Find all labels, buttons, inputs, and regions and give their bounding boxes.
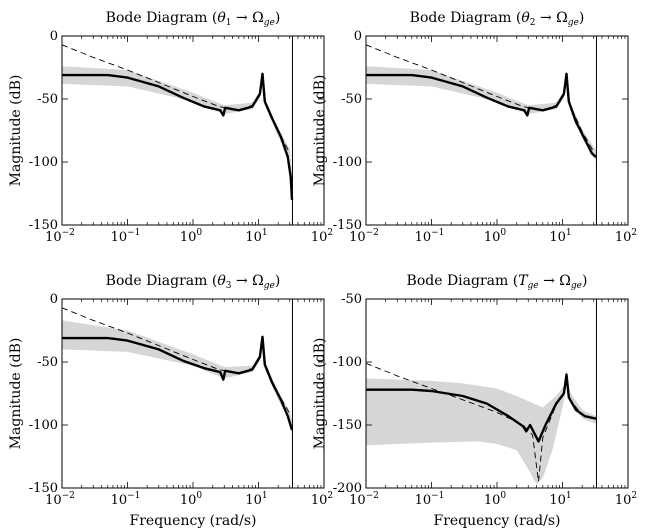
nominal-magnitude-line	[366, 72, 597, 158]
reference-dashed-line	[61, 44, 291, 154]
y-tick-label: -50	[37, 92, 58, 107]
uncertainty-band	[366, 370, 596, 485]
uncertainty-band	[62, 66, 292, 198]
uncertainty-band	[62, 320, 292, 434]
y-axis-label: Magnitude (dB)	[312, 338, 328, 450]
x-tick-label: 10−1	[415, 491, 445, 508]
x-tick-label: 10−1	[415, 228, 445, 245]
x-tick-label: 102	[311, 228, 333, 245]
y-tick-label: -200	[333, 481, 362, 496]
panel-title: Bode Diagram (Tge → Ωge)	[407, 273, 588, 291]
bode-panel-torque: 10−2 10−1 100 101 102-50-100-150-200 Bode Di…	[312, 273, 637, 529]
plot-frame	[61, 35, 325, 226]
x-tick-label: 10−1	[111, 491, 141, 508]
plot-area	[366, 36, 628, 225]
y-tick-label: -150	[333, 218, 362, 233]
panel-title: Bode Diagram (θ2 → Ωge)	[410, 10, 585, 28]
y-tick-label: -100	[29, 418, 58, 433]
y-tick-label: -50	[341, 92, 362, 107]
y-tick-label: -50	[37, 355, 58, 370]
y-axis-label: Magnitude (dB)	[8, 75, 24, 187]
plot-frame	[365, 298, 629, 489]
x-tick-label: 10−1	[111, 228, 141, 245]
plot-frame	[61, 298, 325, 489]
nominal-magnitude-line	[62, 72, 294, 200]
y-tick-label: 0	[354, 29, 362, 44]
y-axis-label: Magnitude (dB)	[312, 75, 328, 187]
reference-dashed-line	[61, 307, 291, 414]
y-tick-label: -100	[333, 355, 362, 370]
x-tick-label: 100	[484, 228, 507, 245]
x-tick-label: 101	[549, 228, 571, 245]
x-tick-label: 100	[180, 228, 203, 245]
x-axis-label: Frequency (rad/s)	[434, 513, 561, 529]
nominal-magnitude-line	[366, 373, 597, 443]
panel-title: Bode Diagram (θ1 → Ωge)	[106, 10, 281, 28]
y-tick-label: -150	[333, 418, 362, 433]
y-tick-label: -100	[29, 155, 58, 170]
x-tick-label: 100	[180, 491, 203, 508]
x-tick-label: 102	[615, 228, 637, 245]
x-tick-label: 100	[484, 491, 507, 508]
nominal-magnitude-line	[62, 335, 294, 431]
y-tick-label: -100	[333, 155, 362, 170]
x-tick-label: 102	[311, 491, 333, 508]
x-tick-label: 101	[245, 228, 267, 245]
plot-area	[62, 36, 324, 225]
x-tick-label: 101	[549, 491, 571, 508]
panel-title: Bode Diagram (θ3 → Ωge)	[106, 273, 281, 291]
y-axis-label: Magnitude (dB)	[8, 338, 24, 450]
y-tick-label: -150	[29, 218, 58, 233]
plot-frame	[365, 35, 629, 226]
y-tick-label: 0	[50, 29, 58, 44]
x-axis-label: Frequency (rad/s)	[130, 513, 257, 529]
y-tick-label: -150	[29, 481, 58, 496]
x-tick-label: 102	[615, 491, 637, 508]
y-tick-label: -50	[341, 292, 362, 307]
y-tick-label: 0	[50, 292, 58, 307]
reference-dashed-line	[365, 44, 595, 153]
x-tick-label: 101	[245, 491, 267, 508]
